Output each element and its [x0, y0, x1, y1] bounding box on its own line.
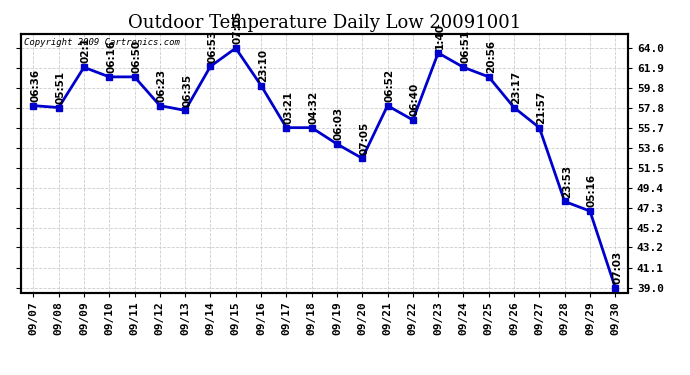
Text: 06:53: 06:53 [208, 29, 217, 63]
Text: 06:51: 06:51 [460, 30, 471, 63]
Text: 07:05: 07:05 [233, 11, 243, 44]
Text: 02:1: 02:1 [81, 38, 91, 63]
Text: 06:35: 06:35 [182, 74, 193, 106]
Text: 07:05: 07:05 [359, 121, 369, 154]
Text: 1:40: 1:40 [435, 23, 445, 49]
Text: 06:03: 06:03 [334, 107, 344, 140]
Text: 21:57: 21:57 [536, 91, 546, 124]
Text: 06:50: 06:50 [132, 40, 141, 73]
Text: 06:23: 06:23 [157, 69, 167, 102]
Text: 06:16: 06:16 [106, 40, 117, 73]
Text: 07:03: 07:03 [612, 251, 622, 284]
Text: 05:16: 05:16 [587, 174, 597, 207]
Text: 06:52: 06:52 [384, 69, 395, 102]
Text: 06:40: 06:40 [410, 83, 420, 116]
Text: 23:53: 23:53 [562, 165, 572, 198]
Text: 03:21: 03:21 [284, 91, 293, 124]
Text: 23:17: 23:17 [511, 70, 521, 104]
Text: 20:56: 20:56 [486, 40, 496, 73]
Title: Outdoor Temperature Daily Low 20091001: Outdoor Temperature Daily Low 20091001 [128, 14, 521, 32]
Text: 04:32: 04:32 [308, 91, 319, 124]
Text: 06:36: 06:36 [30, 69, 41, 102]
Text: 05:51: 05:51 [56, 70, 66, 104]
Text: 23:10: 23:10 [258, 48, 268, 82]
Text: Copyright 2009 Cartronics.com: Copyright 2009 Cartronics.com [23, 38, 179, 46]
